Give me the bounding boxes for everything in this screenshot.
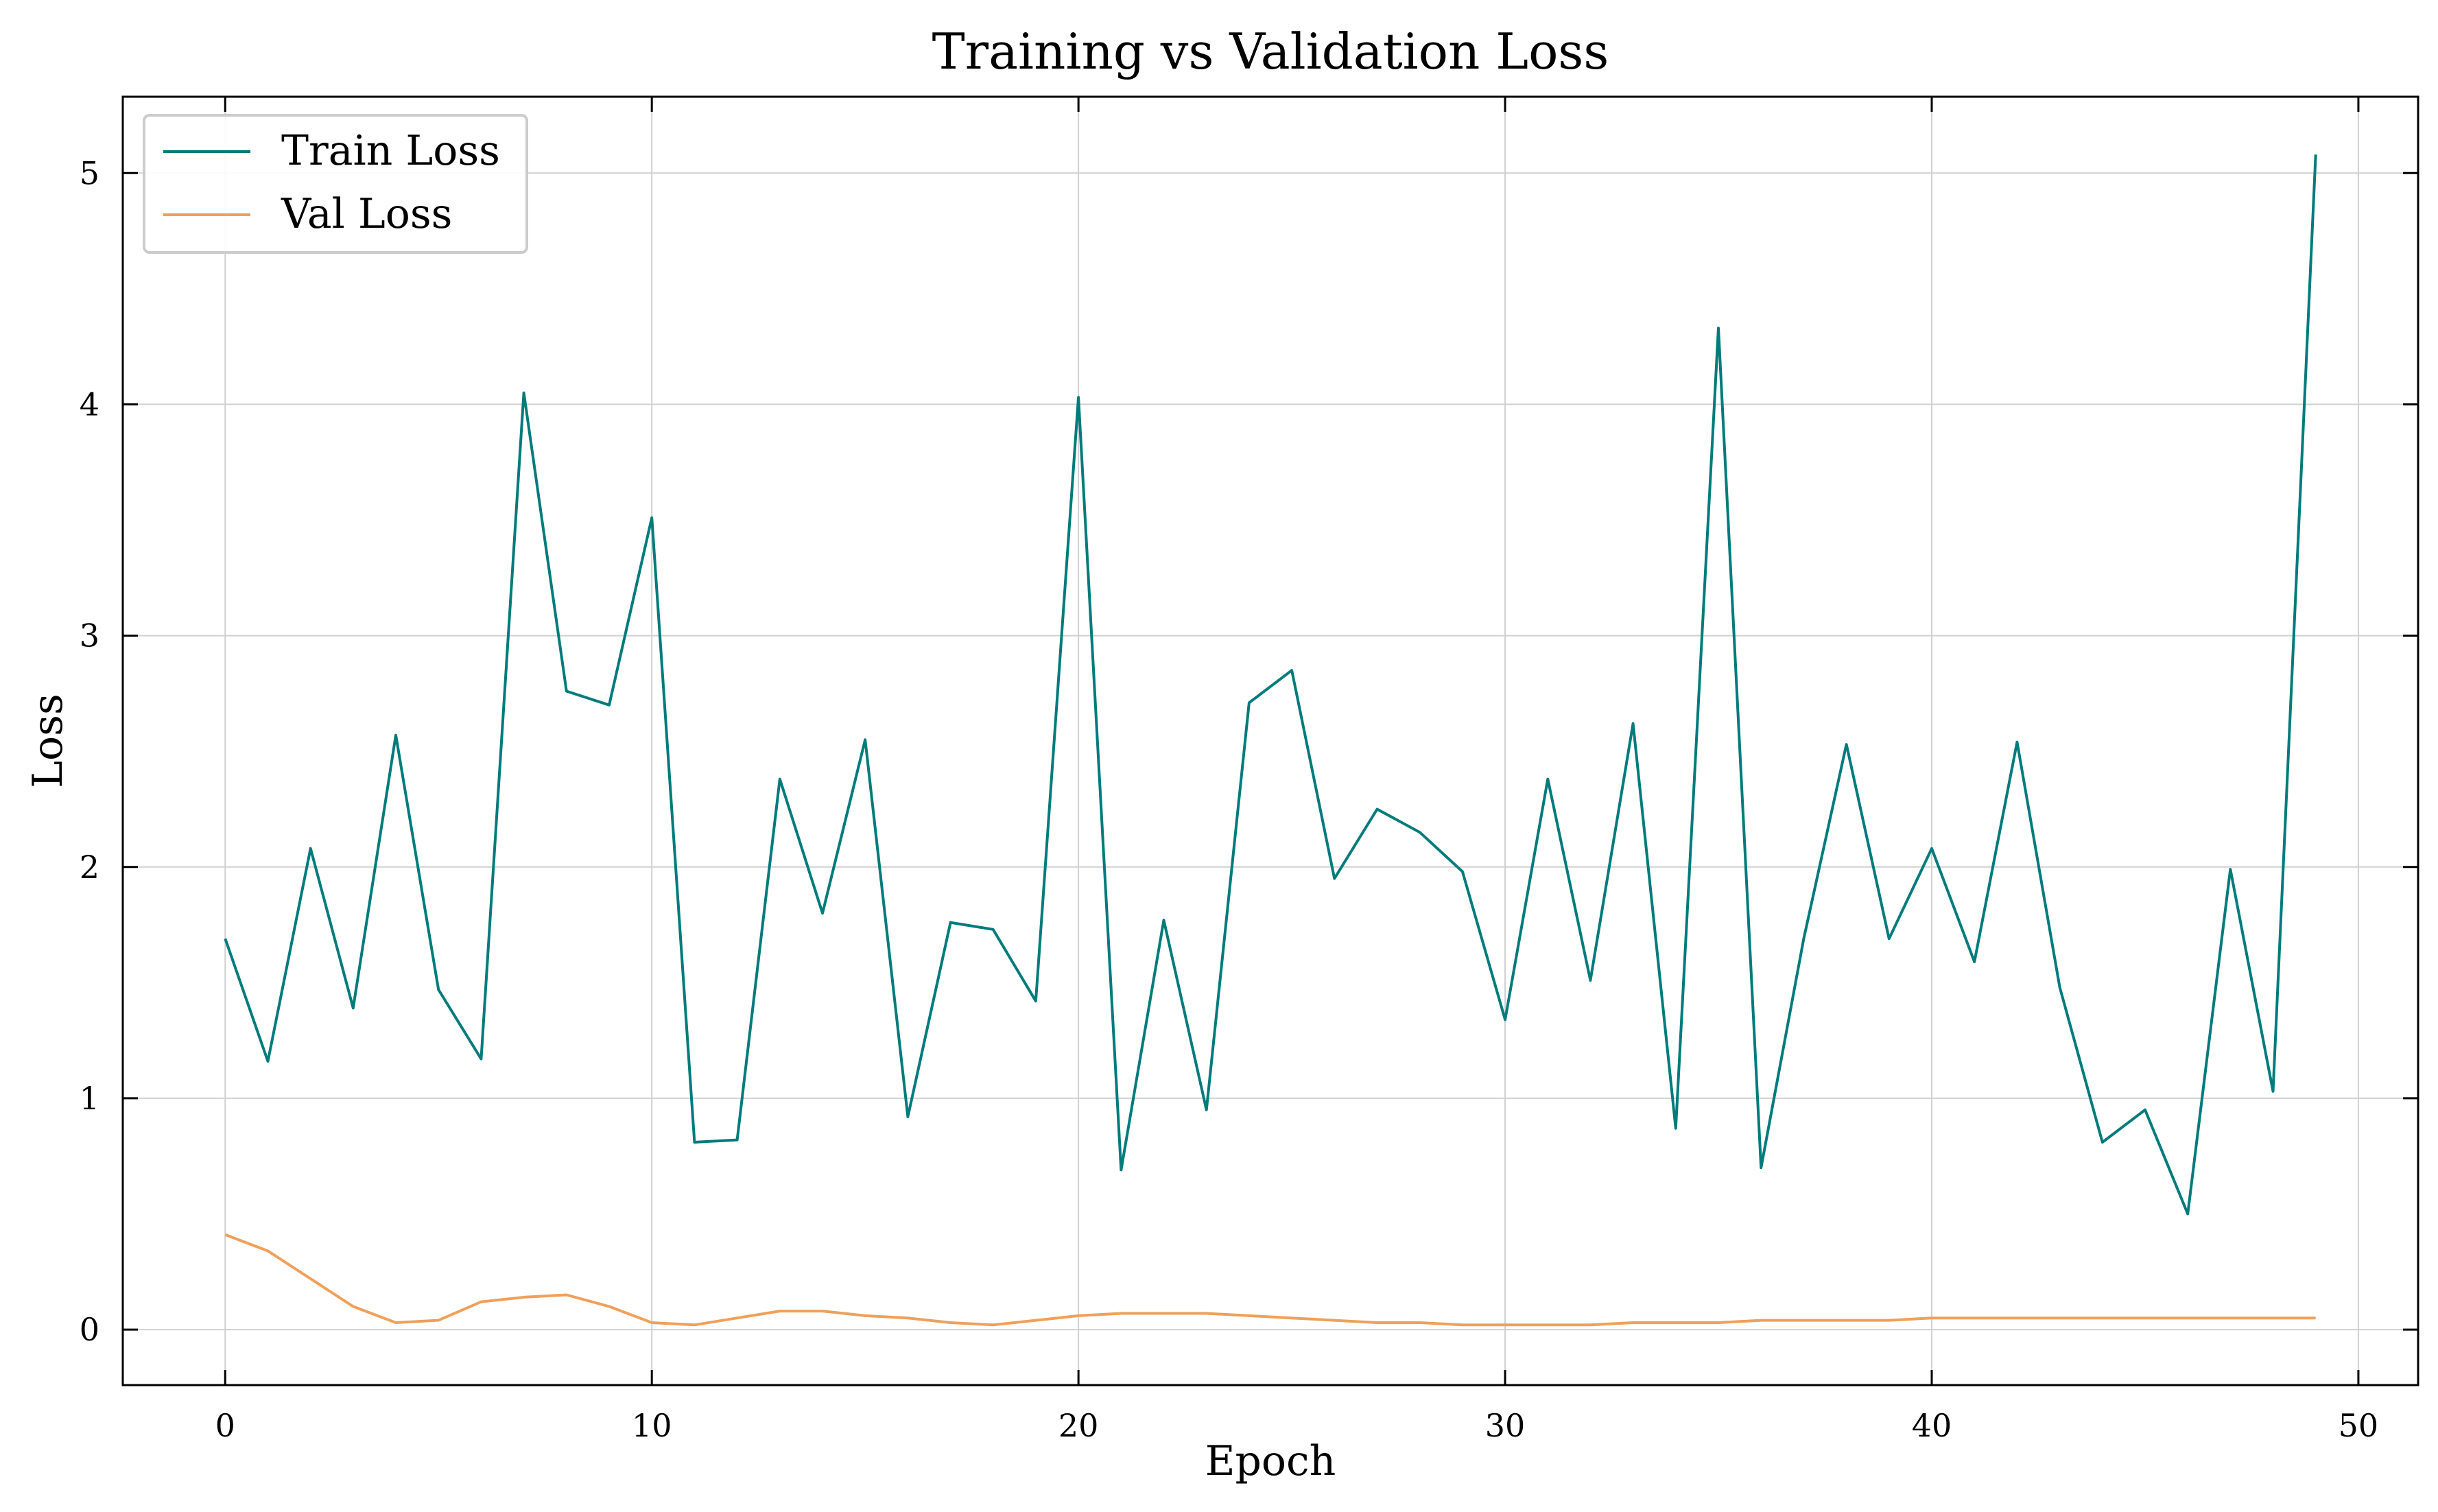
x-tick-label: 50 bbox=[2339, 1407, 2379, 1444]
series-group bbox=[224, 154, 2317, 1327]
x-axis-label: Epoch bbox=[1205, 1437, 1336, 1485]
legend-label-train-loss: Train Loss bbox=[281, 127, 500, 175]
x-tick-label: 30 bbox=[1485, 1407, 1526, 1444]
legend-box bbox=[143, 114, 528, 254]
x-tick-label: 10 bbox=[632, 1407, 672, 1444]
ticks: 0 10 20 30 40 50 0 1 2 3 4 5 bbox=[80, 97, 2418, 1444]
y-tick-label: 4 bbox=[80, 386, 99, 423]
series-line-val-loss bbox=[224, 1233, 2316, 1327]
y-axis-label: Loss bbox=[24, 694, 72, 788]
grid bbox=[123, 97, 2418, 1385]
x-tick-label: 20 bbox=[1058, 1407, 1099, 1444]
y-tick-label: 2 bbox=[80, 849, 99, 886]
legend-label-val-loss: Val Loss bbox=[281, 190, 452, 238]
y-tick-label: 3 bbox=[80, 617, 99, 654]
y-tick-label: 5 bbox=[80, 154, 99, 191]
x-tick-label: 40 bbox=[1912, 1407, 1952, 1444]
x-tick-label: 0 bbox=[215, 1407, 235, 1444]
series-line-train-loss bbox=[224, 154, 2317, 1216]
y-tick-label: 1 bbox=[80, 1080, 99, 1117]
y-tick-label: 0 bbox=[80, 1311, 99, 1348]
chart-title: Training vs Validation Loss bbox=[932, 23, 1609, 80]
plot-frame bbox=[121, 95, 2419, 1386]
legend: Train Loss Val Loss bbox=[143, 114, 528, 254]
